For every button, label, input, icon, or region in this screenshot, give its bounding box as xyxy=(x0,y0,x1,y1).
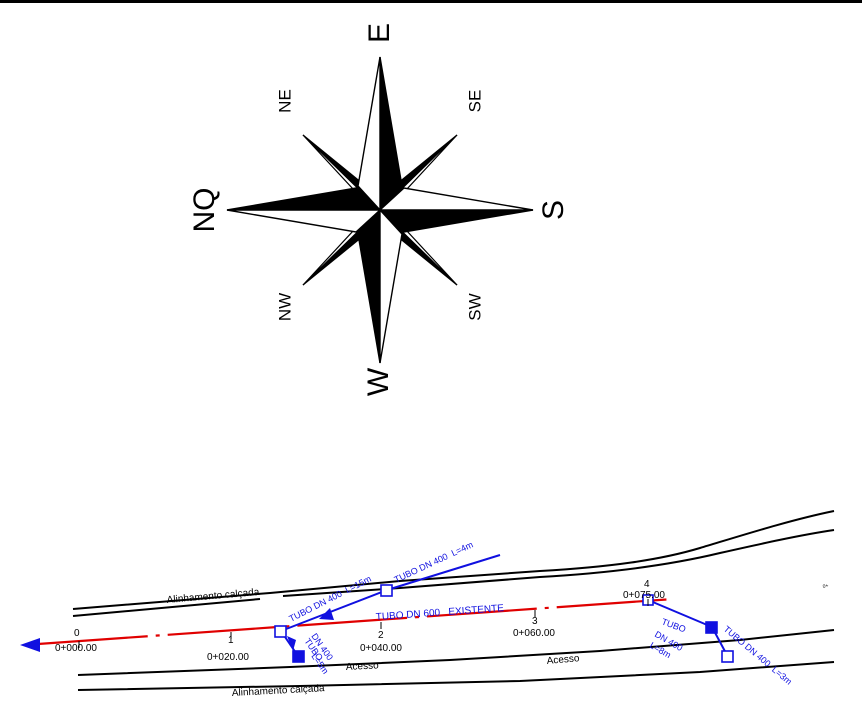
compass-diagonal-points xyxy=(302,134,458,286)
edge-station-mark: 0+ xyxy=(822,583,829,590)
compass-label-bottom: W xyxy=(362,367,395,396)
manhole-box-2 xyxy=(380,584,393,597)
existing-pipe-line xyxy=(37,597,674,646)
pipe-arrow-icon-2 xyxy=(287,636,296,651)
compass-label-lower-right: SW xyxy=(465,293,484,320)
station-chainage-4: 0+075.00 xyxy=(623,590,665,601)
road-edge-lower xyxy=(77,629,835,676)
compass-label-right: S xyxy=(537,200,570,220)
station-chainage-0: 0+000.00 xyxy=(55,643,97,654)
compass-label-upper-right: SE xyxy=(465,90,484,113)
station-number-4: 4 xyxy=(644,579,650,590)
manhole-box-1 xyxy=(274,625,287,638)
compass-label-lower-left: NW xyxy=(275,293,294,321)
road-edge-upper-right xyxy=(282,529,835,597)
compass-label-upper-left: NE xyxy=(275,89,294,113)
access-label-2: Acesso xyxy=(546,653,580,667)
inlet-filled-2 xyxy=(705,621,718,634)
compass-rose: E W NQ S NE SE NW SW xyxy=(188,23,570,396)
station-chainage-1: 0+020.00 xyxy=(207,652,249,663)
top-border xyxy=(0,0,862,3)
plan-view: 0 0+000.00 1 0+020.00 2 0+040.00 3 0+060… xyxy=(20,510,835,699)
road-edge-lines xyxy=(72,510,835,691)
station-number-3: 3 xyxy=(532,616,538,627)
station-number-0: 0 xyxy=(74,628,80,639)
flow-direction-arrow-icon xyxy=(20,638,40,652)
road-edge-upper xyxy=(72,598,261,617)
access-label-1: Acesso xyxy=(346,660,380,673)
station-chainage-2: 0+040.00 xyxy=(360,643,402,654)
station-number-1: 1 xyxy=(228,635,234,646)
compass-cardinal-points xyxy=(226,56,534,364)
sidewalk-line-bottom xyxy=(77,661,835,691)
station-number-2: 2 xyxy=(378,630,384,641)
station-ticks xyxy=(78,599,649,648)
inlet-box-4 xyxy=(721,650,734,663)
sidewalk-line-top xyxy=(72,510,835,610)
station-chainage-3: 0+060.00 xyxy=(513,628,555,639)
compass-label-top: E xyxy=(363,23,396,43)
pipe-arrow-icon-1 xyxy=(319,608,334,620)
inlet-filled-1 xyxy=(292,650,305,663)
compass-label-left: NQ xyxy=(188,188,221,233)
sidewalk-label-bottom: Alinhamento calçada xyxy=(232,683,326,699)
existing-pipe-label: TUBO DN 600 EXISTENTE xyxy=(375,603,504,623)
